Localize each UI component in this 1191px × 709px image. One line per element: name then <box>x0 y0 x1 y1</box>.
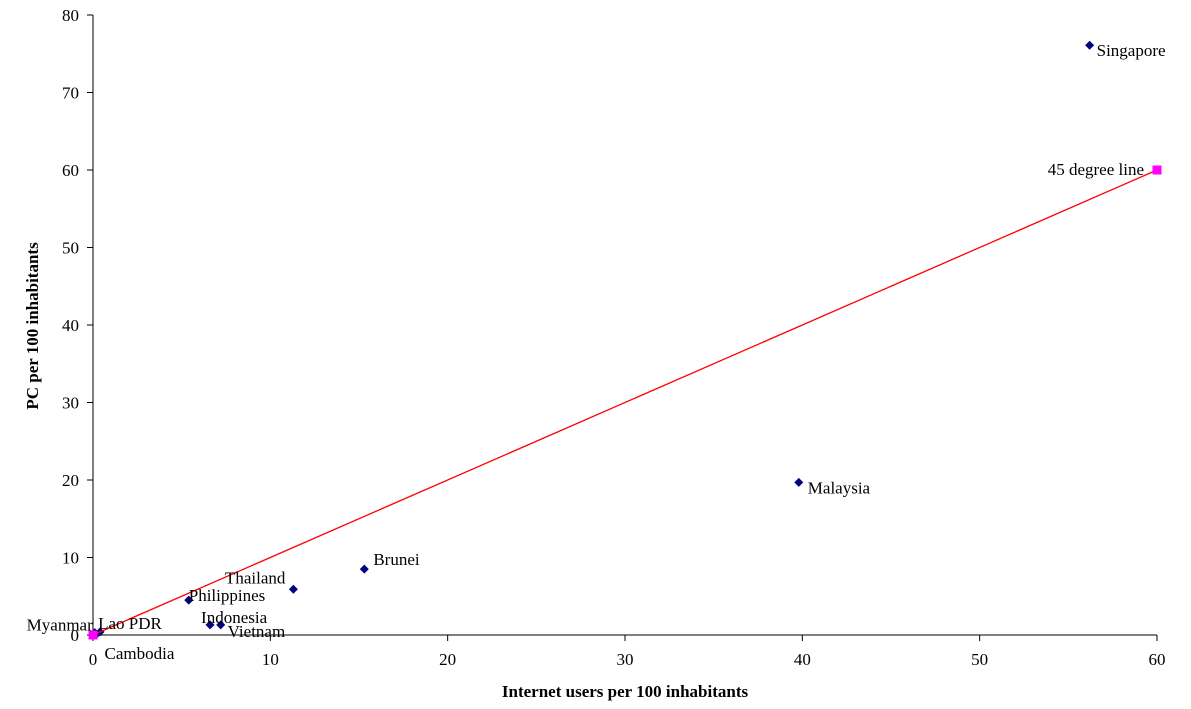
data-point-vietnam <box>216 620 226 630</box>
y-tick-label: 70 <box>62 84 79 103</box>
y-tick-label: 30 <box>62 394 79 413</box>
data-point-singapore <box>1085 40 1095 50</box>
tick-labels: 0 10 20 30 40 50 60 70 80 0 10 20 30 40 50 60 <box>62 6 1166 669</box>
point-label-singapore: Singapore <box>1097 41 1166 60</box>
data-point-thailand <box>288 584 298 594</box>
x-axis-title: Internet users per 100 inhabitants <box>502 682 749 701</box>
x-tick-label: 40 <box>794 650 811 669</box>
y-tick-label: 50 <box>62 239 79 258</box>
point-label-indonesia: Indonesia <box>201 608 268 627</box>
y-tick-label: 20 <box>62 471 79 490</box>
data-point-philippines <box>184 595 194 605</box>
point-label-philippines: Philippines <box>189 586 266 605</box>
y-tick-label: 60 <box>62 161 79 180</box>
point-label-cambodia: Cambodia <box>105 644 175 663</box>
x-tick-label: 50 <box>971 650 988 669</box>
chart-axes <box>87 14 1158 641</box>
forty-five-degree-line <box>92 169 1158 636</box>
y-tick-label: 80 <box>62 6 79 25</box>
point-label-lao-pdr: Lao PDR <box>98 614 162 633</box>
data-point-malaysia <box>794 477 804 487</box>
data-point-indonesia <box>205 620 215 630</box>
y-tick-label: 40 <box>62 316 79 335</box>
line-marker <box>1152 165 1162 175</box>
point-label-myanmar: Myanmar <box>27 616 93 635</box>
point-label-brunei: Brunei <box>373 550 420 569</box>
x-tick-label: 20 <box>439 650 456 669</box>
x-tick-label: 10 <box>262 650 279 669</box>
y-tick-label: 10 <box>62 549 79 568</box>
point-label-45-degree-line: 45 degree line <box>1048 160 1144 179</box>
line-marker <box>88 630 98 640</box>
y-tick-label: 0 <box>71 626 80 645</box>
x-tick-label: 0 <box>89 650 98 669</box>
x-tick-label: 60 <box>1149 650 1166 669</box>
chart-marks <box>88 40 1162 640</box>
data-point-brunei <box>359 564 369 574</box>
point-label-vietnam: Vietnam <box>228 622 286 641</box>
point-labels: Singapore Malaysia Brunei ThailandPhilippin… <box>27 41 1166 663</box>
point-label-malaysia: Malaysia <box>808 478 871 497</box>
y-axis-title: PC per 100 inhabitants <box>23 242 42 410</box>
point-label-thailand: Thailand <box>225 568 286 587</box>
x-tick-label: 30 <box>617 650 634 669</box>
